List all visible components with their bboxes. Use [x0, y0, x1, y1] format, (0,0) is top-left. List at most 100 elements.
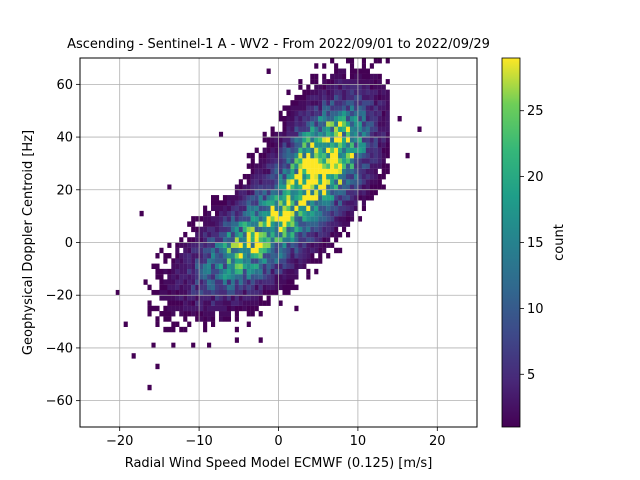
heatmap-cell [381, 147, 386, 154]
heatmap-cell [314, 173, 319, 180]
heatmap-cell [163, 284, 168, 291]
heatmap-cell [167, 279, 172, 285]
heatmap-cell [334, 137, 339, 143]
heatmap-cell [266, 184, 271, 190]
heatmap-cell [338, 142, 343, 148]
heatmap-cell [175, 279, 180, 285]
heatmap-cell [338, 210, 343, 217]
heatmap-cell [377, 105, 382, 111]
heatmap-cell [234, 216, 239, 222]
heatmap-cell [310, 216, 315, 222]
heatmap-cell [369, 94, 374, 101]
heatmap-cell [381, 152, 386, 159]
heatmap-cell [365, 184, 370, 190]
heatmap-cell [298, 221, 303, 227]
heatmap-cell [187, 242, 192, 248]
heatmap-cell [258, 210, 263, 217]
heatmap-cell [326, 137, 331, 143]
heatmap-cell [246, 163, 251, 169]
heatmap-cell [203, 311, 208, 317]
heatmap-cell [377, 79, 382, 85]
heatmap-cell [258, 226, 263, 233]
heatmap-cell [175, 268, 180, 275]
heatmap-cell [286, 263, 291, 270]
heatmap-cell [282, 137, 287, 143]
heatmap-cell [302, 226, 307, 233]
heatmap-cell [345, 58, 351, 64]
heatmap-cell [274, 279, 279, 285]
heatmap-cell [353, 105, 359, 111]
heatmap-cell [187, 305, 192, 312]
heatmap-cell [207, 316, 212, 322]
heatmap-cell [349, 152, 355, 159]
heatmap-cell [187, 221, 192, 227]
heatmap-cell [318, 121, 323, 127]
heatmap-cell [238, 279, 243, 285]
heatmap-cell [369, 137, 374, 143]
heatmap-cell [238, 268, 243, 275]
heatmap-cell [278, 210, 283, 217]
heatmap-cell [238, 258, 243, 264]
heatmap-cell [286, 163, 291, 169]
heatmap-cell [306, 100, 311, 106]
heatmap-cell [270, 152, 275, 159]
heatmap-cell [191, 253, 196, 259]
heatmap-cell [298, 131, 303, 138]
heatmap-cell [310, 253, 315, 259]
heatmap-cell [314, 94, 319, 101]
heatmap-cell [230, 253, 235, 259]
heatmap-cell [330, 73, 335, 80]
heatmap-cell [290, 263, 295, 270]
heatmap-cell [357, 168, 363, 175]
colorbar-tick-label: 15 [527, 236, 544, 251]
heatmap-cell [306, 258, 311, 264]
heatmap-cell [314, 152, 319, 159]
heatmap-cell [302, 147, 307, 154]
heatmap-cell [286, 231, 291, 238]
colorbar: 5 10 15 20 25 count [501, 57, 567, 428]
heatmap-cell [262, 147, 267, 154]
chart-title: Ascending - Sentinel-1 A - WV2 - From 20… [67, 37, 490, 52]
heatmap-cell [345, 231, 351, 238]
heatmap-cell [369, 189, 374, 196]
heatmap-cell [290, 100, 295, 106]
heatmap-cell [258, 289, 263, 296]
heatmap-cell [171, 258, 176, 264]
heatmap-cell [234, 247, 239, 254]
heatmap-cell [318, 195, 323, 201]
heatmap-cell [278, 184, 283, 190]
heatmap-cell [342, 68, 347, 74]
heatmap-cell [373, 184, 378, 190]
heatmap-cell [302, 205, 307, 212]
heatmap-cell [183, 305, 188, 312]
heatmap-cell [262, 131, 267, 138]
heatmap-cell [365, 173, 370, 180]
heatmap-cell [203, 321, 208, 327]
heatmap-cell [270, 274, 275, 280]
heatmap-cell [361, 195, 366, 201]
heatmap-cell [222, 284, 228, 291]
heatmap-cell [179, 242, 184, 248]
heatmap-cell [246, 242, 251, 248]
heatmap-cell [353, 200, 359, 206]
heatmap-cell [294, 163, 299, 169]
heatmap-cell [123, 321, 128, 327]
heatmap-cell [322, 242, 327, 248]
heatmap-cell [345, 115, 351, 122]
heatmap-cell [349, 142, 355, 148]
heatmap-cell [191, 305, 196, 312]
heatmap-cell [365, 152, 370, 159]
heatmap-cell [298, 94, 303, 101]
heatmap-cell [302, 242, 307, 248]
x-tick-label: 10 [350, 434, 367, 449]
heatmap-cell [369, 131, 374, 138]
heatmap-cell [322, 100, 327, 106]
heatmap-cell [262, 158, 267, 164]
heatmap-cell [377, 158, 382, 164]
heatmap-cell [345, 216, 351, 222]
heatmap-cell [187, 300, 192, 306]
heatmap-cell [314, 179, 319, 185]
heatmap-cell [338, 100, 343, 106]
heatmap-cell [306, 110, 311, 117]
heatmap-cell [250, 279, 255, 285]
